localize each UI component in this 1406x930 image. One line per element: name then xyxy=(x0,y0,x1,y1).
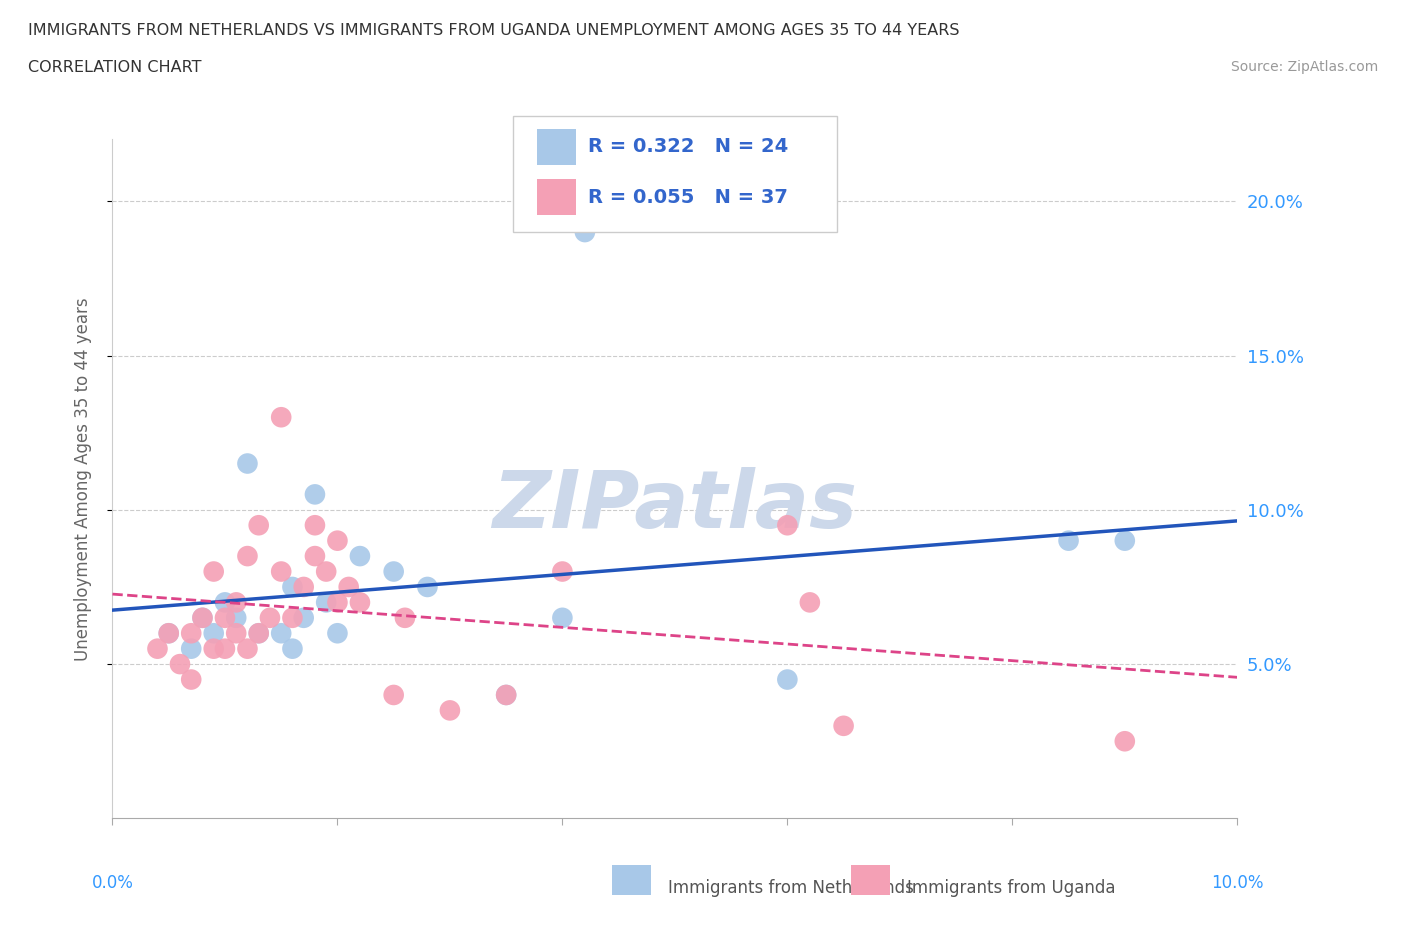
Point xyxy=(315,595,337,610)
Point xyxy=(202,642,225,657)
Point xyxy=(1114,734,1136,749)
Point xyxy=(1114,533,1136,548)
Point xyxy=(832,718,855,733)
Point xyxy=(225,610,247,625)
Point xyxy=(304,549,326,564)
Point xyxy=(776,518,799,533)
Point xyxy=(236,456,259,471)
Point xyxy=(304,487,326,502)
Point xyxy=(169,657,191,671)
Point xyxy=(551,565,574,579)
Text: Immigrants from Uganda: Immigrants from Uganda xyxy=(907,879,1115,897)
Point xyxy=(202,565,225,579)
Point xyxy=(281,642,304,657)
Point xyxy=(382,565,405,579)
Point xyxy=(180,642,202,657)
Text: IMMIGRANTS FROM NETHERLANDS VS IMMIGRANTS FROM UGANDA UNEMPLOYMENT AMONG AGES 35: IMMIGRANTS FROM NETHERLANDS VS IMMIGRANT… xyxy=(28,23,960,38)
Point xyxy=(281,610,304,625)
Point xyxy=(281,579,304,594)
Point xyxy=(315,565,337,579)
Point xyxy=(776,672,799,687)
Y-axis label: Unemployment Among Ages 35 to 44 years: Unemployment Among Ages 35 to 44 years xyxy=(73,298,91,660)
Point xyxy=(292,610,315,625)
Point xyxy=(416,579,439,594)
Point xyxy=(270,626,292,641)
Point xyxy=(157,626,180,641)
Point xyxy=(259,610,281,625)
Point xyxy=(292,579,315,594)
Point xyxy=(225,626,247,641)
Point xyxy=(495,687,517,702)
Point xyxy=(349,549,371,564)
Point xyxy=(270,410,292,425)
Point xyxy=(495,687,517,702)
Point xyxy=(326,533,349,548)
Point xyxy=(326,626,349,641)
Point xyxy=(337,579,360,594)
Text: Immigrants from Netherlands: Immigrants from Netherlands xyxy=(668,879,914,897)
Point xyxy=(191,610,214,625)
Point xyxy=(191,610,214,625)
Point xyxy=(146,642,169,657)
Point xyxy=(1057,533,1080,548)
Text: 0.0%: 0.0% xyxy=(91,874,134,892)
Point xyxy=(180,672,202,687)
Text: 10.0%: 10.0% xyxy=(1211,874,1264,892)
Point xyxy=(180,626,202,641)
Point xyxy=(270,565,292,579)
Point xyxy=(247,626,270,641)
Text: R = 0.055   N = 37: R = 0.055 N = 37 xyxy=(588,188,787,206)
Point xyxy=(382,687,405,702)
Point xyxy=(574,225,596,240)
Point xyxy=(799,595,821,610)
Text: R = 0.322   N = 24: R = 0.322 N = 24 xyxy=(588,138,787,156)
Point xyxy=(202,626,225,641)
Point xyxy=(247,626,270,641)
Point xyxy=(236,549,259,564)
Point xyxy=(214,595,236,610)
Point xyxy=(236,642,259,657)
Point xyxy=(349,595,371,610)
Text: ZIPatlas: ZIPatlas xyxy=(492,467,858,545)
Point xyxy=(439,703,461,718)
Point xyxy=(247,518,270,533)
Point xyxy=(157,626,180,641)
Point xyxy=(225,595,247,610)
Point xyxy=(214,642,236,657)
Text: Source: ZipAtlas.com: Source: ZipAtlas.com xyxy=(1230,60,1378,74)
Point xyxy=(394,610,416,625)
Text: CORRELATION CHART: CORRELATION CHART xyxy=(28,60,201,75)
Point xyxy=(304,518,326,533)
Point xyxy=(551,610,574,625)
Point xyxy=(214,610,236,625)
Point xyxy=(326,595,349,610)
